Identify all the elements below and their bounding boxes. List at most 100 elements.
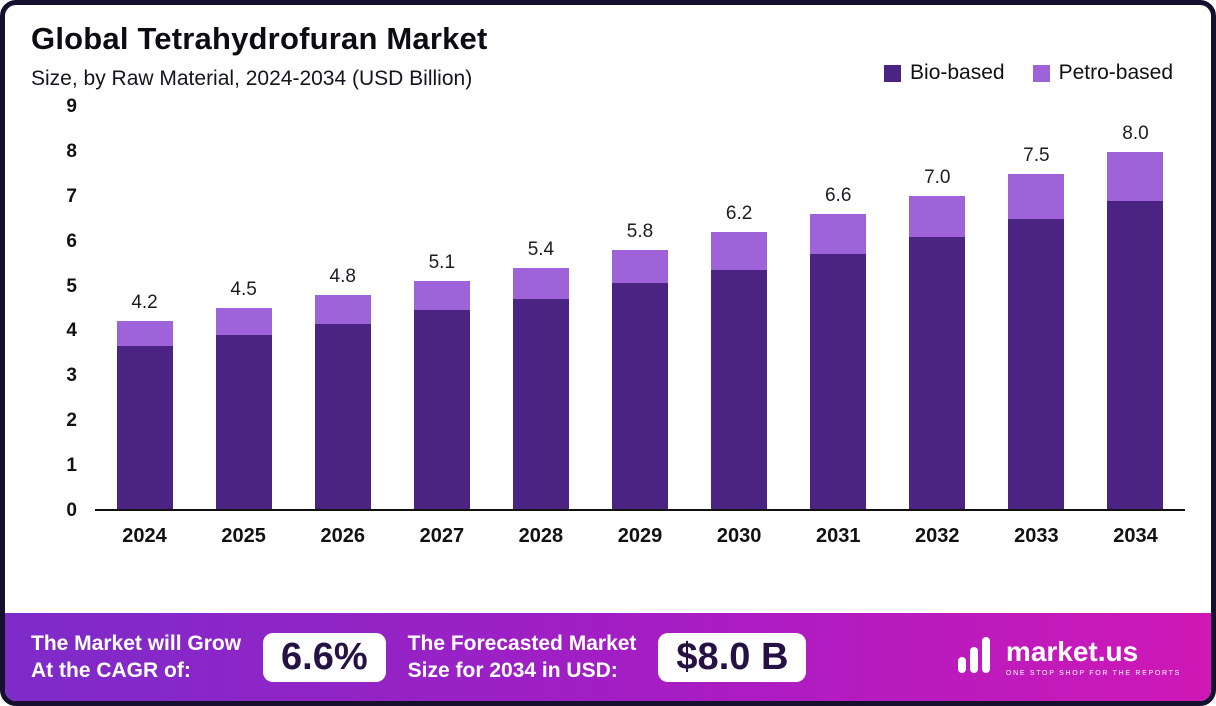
bar-column: 4.5: [194, 107, 293, 509]
stacked-bar: [512, 267, 569, 509]
stacked-bar: [116, 321, 173, 509]
stacked-bar: [711, 232, 768, 509]
bar-value-label: 5.8: [626, 220, 654, 242]
bar-segment-bio-based: [215, 334, 272, 509]
bar-column: 6.2: [690, 107, 789, 509]
bar-value-label: 6.6: [824, 185, 852, 207]
stacked-bar: [810, 214, 867, 509]
plot-area: 4.2 4.5 4.8 5.1 5.4 5.8 6.2 6.6 7.0 7.5 8.0: [95, 107, 1185, 511]
header: Global Tetrahydrofuran Market Size, by R…: [5, 5, 1211, 91]
y-tick-label: 4: [66, 320, 77, 342]
legend-swatch-petro-based: [1032, 64, 1050, 82]
bar-value-label: 4.5: [230, 279, 257, 300]
legend: Bio-based Petro-based: [884, 55, 1173, 91]
legend-item-petro-based: Petro-based: [1032, 61, 1173, 85]
bar-segment-bio-based: [612, 283, 669, 509]
stacked-bar: [1008, 174, 1065, 509]
stacked-bar: [215, 308, 272, 509]
brand-tagline: ONE STOP SHOP FOR THE REPORTS: [1005, 669, 1181, 677]
legend-label-petro-based: Petro-based: [1058, 61, 1173, 84]
page-title: Global Tetrahydrofuran Market: [31, 21, 488, 56]
bar-segment-bio-based: [711, 270, 768, 509]
brand-logo: market.us ONE STOP SHOP FOR THE REPORTS: [952, 633, 1181, 682]
brand-name: market.us: [1005, 635, 1139, 667]
bar-segment-petro-based: [810, 214, 867, 255]
y-tick-label: 3: [66, 365, 77, 387]
bar-column: 5.4: [491, 107, 590, 509]
axis-corner-spacer: [31, 511, 95, 559]
stacked-bar: [314, 294, 371, 509]
y-tick-label: 5: [66, 275, 77, 297]
header-titles: Global Tetrahydrofuran Market Size, by R…: [31, 21, 488, 91]
y-tick-label: 2: [66, 410, 77, 432]
x-tick-label: 2032: [915, 525, 960, 547]
x-tick-label: 2027: [419, 525, 465, 547]
bar-value-label: 4.2: [131, 292, 158, 314]
bar-segment-petro-based: [1008, 174, 1065, 219]
cagr-label-line1: The Market will Grow: [31, 631, 242, 655]
brand-bars-icon: [952, 633, 996, 682]
y-tick-label: 1: [66, 455, 77, 477]
bar-segment-bio-based: [413, 310, 470, 509]
x-tick-label: 2026: [320, 525, 365, 547]
bar-segment-petro-based: [1107, 151, 1164, 201]
x-tick-label: 2031: [815, 525, 861, 547]
bar-segment-petro-based: [612, 249, 669, 284]
x-axis: 2024 2025 2026 2027 2028 2029 2030 2031 2032 2033…: [95, 511, 1185, 559]
bar-value-label: 8.0: [1122, 122, 1149, 144]
y-tick-label: 8: [66, 140, 77, 162]
forecast-label-line2: Size for 2034 in USD:: [407, 659, 618, 682]
x-tick-label: 2029: [617, 525, 663, 547]
y-tick-label: 7: [66, 185, 77, 207]
x-tick-label: 2033: [1014, 525, 1059, 547]
bar-segment-bio-based: [1107, 200, 1164, 509]
bar-segment-bio-based: [909, 236, 966, 509]
bar-segment-bio-based: [810, 254, 867, 509]
bar-segment-bio-based: [512, 299, 569, 509]
bar-value-label: 5.4: [527, 238, 555, 260]
stacked-bar: [612, 249, 669, 509]
stacked-bar: [413, 281, 470, 509]
forecast-value-badge: $8.0 B: [658, 632, 807, 682]
bar-column: 7.5: [987, 107, 1086, 509]
x-tick-label: 2030: [716, 525, 762, 547]
bar-segment-bio-based: [314, 323, 371, 509]
bar-column: 6.6: [789, 107, 888, 509]
brand-text: market.us ONE STOP SHOP FOR THE REPORTS: [1005, 635, 1181, 677]
footer-banner: The Market will Grow At the CAGR of: 6.6…: [5, 613, 1211, 701]
bar-value-label: 6.2: [725, 203, 753, 225]
y-axis: 0 1 2 3 4 5 6 7 8 9: [31, 96, 95, 521]
bar-column: 5.8: [590, 107, 689, 509]
chart-subtitle: Size, by Raw Material, 2024-2034 (USD Bi…: [31, 67, 473, 90]
cagr-label-line2: At the CAGR of:: [31, 659, 191, 682]
y-tick-label: 9: [66, 96, 77, 117]
stacked-bar: [1107, 151, 1164, 509]
x-tick-label: 2025: [221, 525, 266, 547]
legend-item-bio-based: Bio-based: [884, 61, 1005, 85]
bar-value-label: 5.1: [428, 252, 456, 274]
bar-value-label: 7.5: [1023, 145, 1050, 166]
bar-column: 8.0: [1086, 107, 1185, 509]
x-tick-label: 2028: [518, 525, 564, 547]
forecast-label: The Forecasted Market Size for 2034 in U…: [408, 630, 637, 685]
stacked-bar: [909, 196, 966, 509]
x-tick-label: 2024: [122, 525, 167, 547]
bar-value-label: 4.8: [329, 265, 356, 287]
bar-column: 5.1: [392, 107, 491, 509]
bar-segment-bio-based: [116, 345, 173, 509]
y-tick-label: 0: [66, 500, 77, 521]
bar-column: 4.2: [95, 107, 194, 509]
bar-segment-petro-based: [314, 294, 371, 324]
forecast-label-line1: The Forecasted Market: [407, 631, 637, 655]
y-tick-label: 6: [66, 230, 77, 252]
bar-segment-petro-based: [512, 267, 569, 300]
bar-segment-petro-based: [909, 196, 966, 237]
bar-segment-bio-based: [1008, 218, 1065, 509]
bar-segment-petro-based: [413, 281, 470, 311]
legend-label-bio-based: Bio-based: [910, 61, 1005, 84]
bar-column: 4.8: [293, 107, 392, 509]
cagr-label: The Market will Grow At the CAGR of:: [31, 630, 241, 685]
cagr-value-badge: 6.6%: [263, 632, 386, 682]
bar-segment-petro-based: [711, 232, 768, 271]
